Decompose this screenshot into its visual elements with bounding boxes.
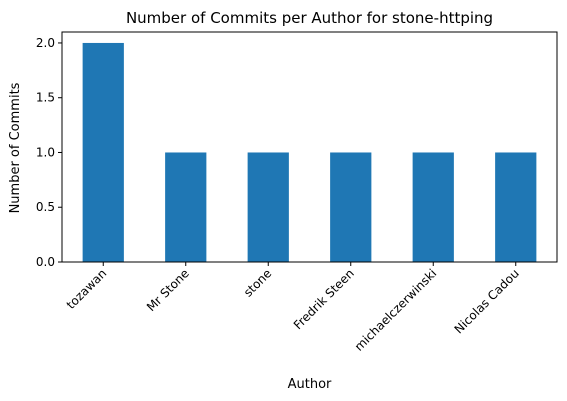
y-tick-label: 2.0 — [36, 36, 55, 50]
plot-frame — [61, 31, 558, 263]
x-tick-label: michaelczerwinski — [352, 266, 440, 354]
y-axis-label: Number of Commits — [8, 82, 23, 213]
x-tick-label: Fredrik Steen — [291, 266, 357, 332]
chart-title: Number of Commits per Author for stone-h… — [126, 9, 493, 27]
bar-mr-stone — [165, 152, 207, 262]
x-axis: tozawan Mr Stone stone Fredrik Steenmichael… — [64, 262, 522, 354]
x-tick-label: Mr Stone — [144, 266, 192, 314]
x-tick-label: Nicolas Cadou — [452, 266, 522, 336]
plot-area — [82, 42, 537, 263]
bar-michaelczerwinski — [412, 152, 454, 262]
bar-fredrik-steen — [330, 152, 372, 262]
x-tick-label: tozawan — [64, 266, 110, 312]
y-tick-label: 1.0 — [36, 145, 55, 159]
bar-stone — [247, 152, 289, 262]
y-tick-label: 1.5 — [36, 91, 55, 105]
x-tick-label: stone — [241, 266, 274, 299]
y-tick-label: 0.5 — [36, 200, 55, 214]
y-axis: 0.0 0.5 1.0 1.5 2.0 — [36, 36, 62, 269]
bar-tozawan — [82, 42, 124, 263]
x-axis-label: Author — [288, 377, 332, 392]
y-tick-label: 0.0 — [36, 255, 55, 269]
bar-nicolas-cadou — [495, 152, 537, 262]
